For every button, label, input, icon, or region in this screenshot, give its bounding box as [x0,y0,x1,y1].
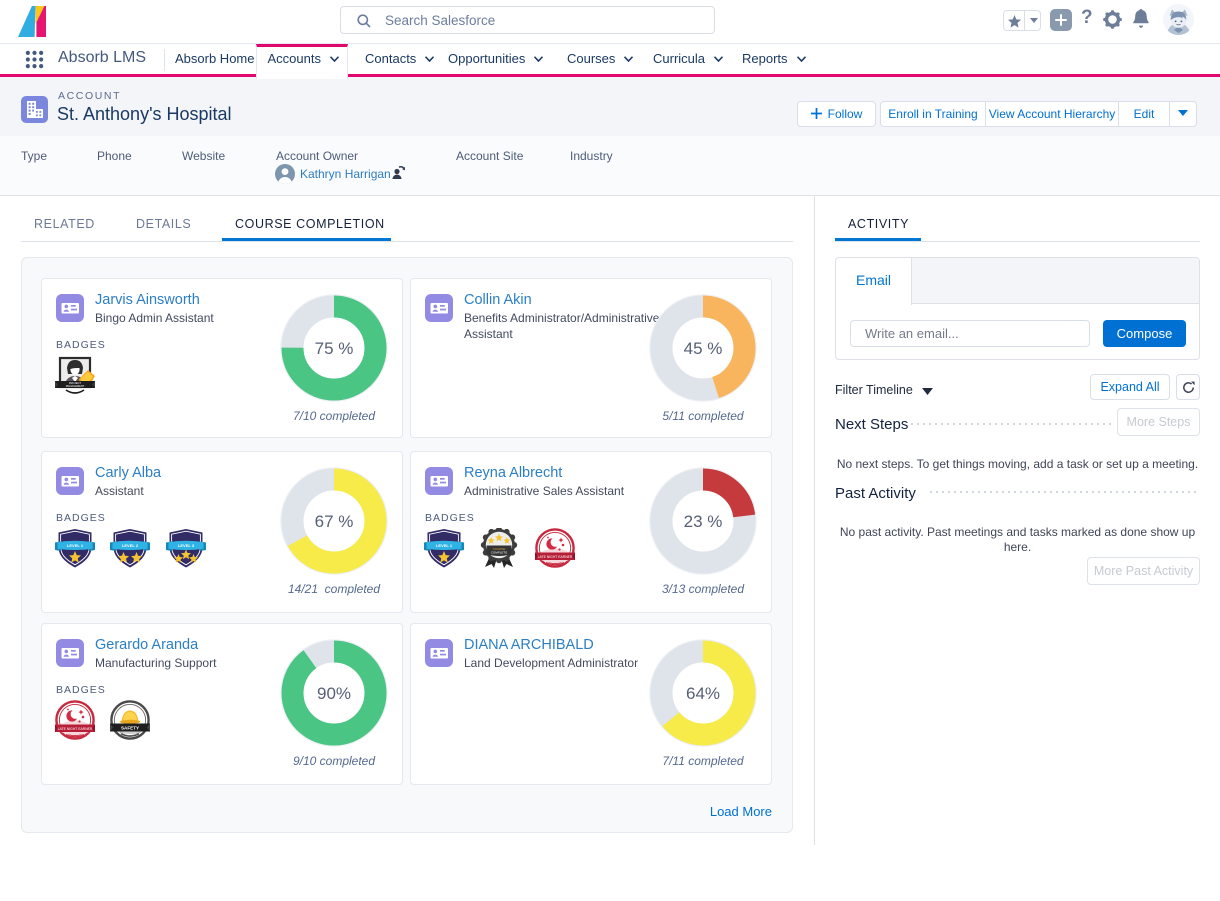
svg-text:LEVEL 1: LEVEL 1 [67,543,84,548]
svg-text:LEVEL 1: LEVEL 1 [436,543,453,548]
svg-text:LEVEL 2: LEVEL 2 [122,543,139,548]
svg-text:LEVEL 3: LEVEL 3 [178,543,195,548]
